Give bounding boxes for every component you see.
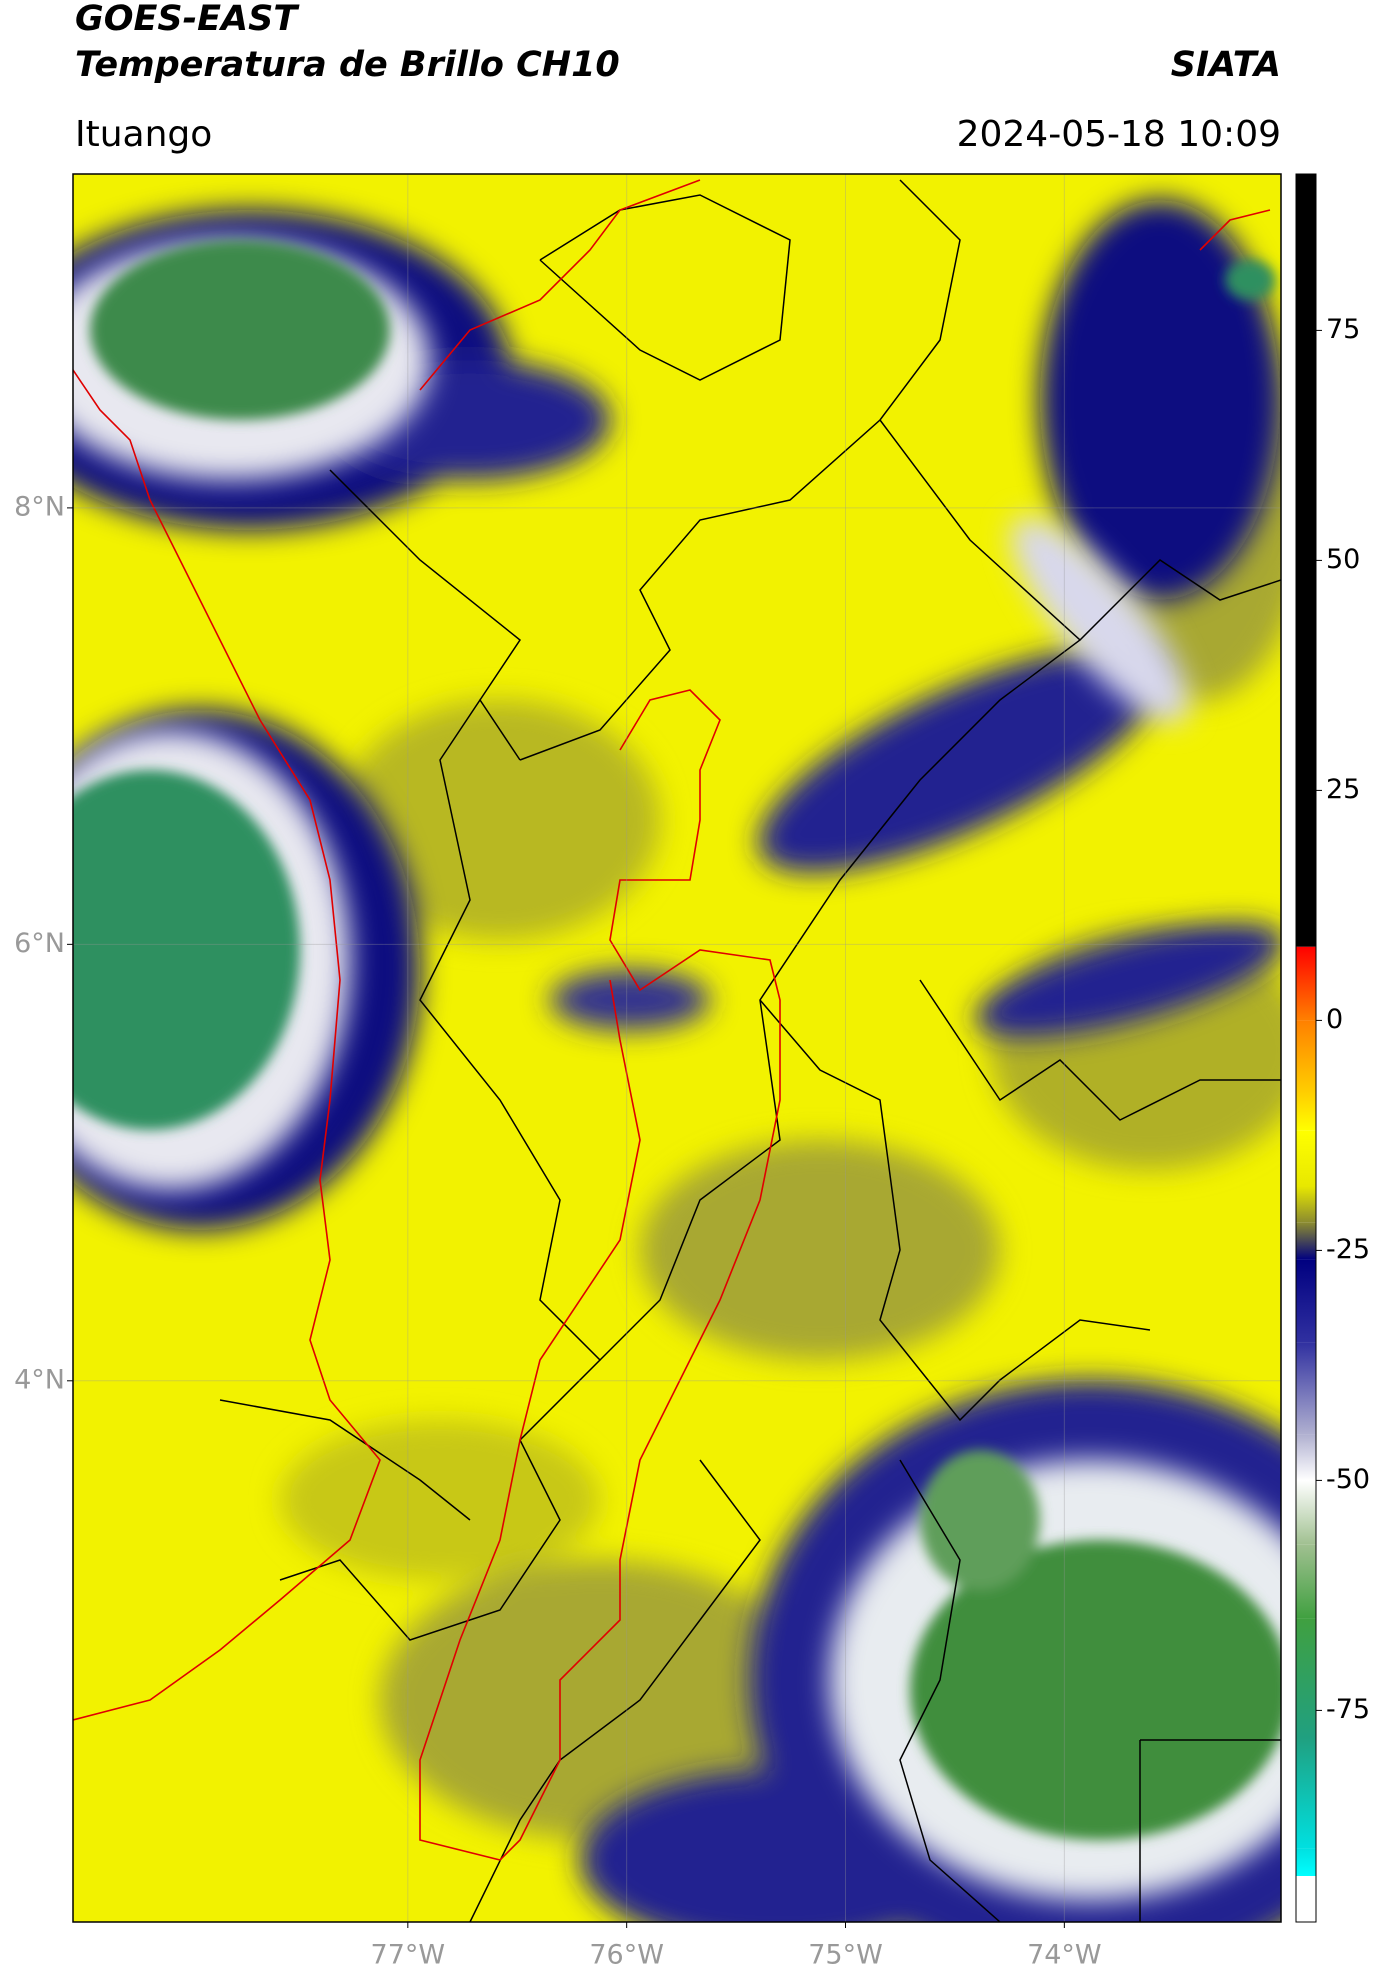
colorbar-tick-label: 50 (1326, 544, 1360, 575)
lat-tick-label: 8°N (14, 491, 65, 522)
colorbar-frame (1295, 173, 1317, 1923)
green-cloud (73, 240, 1281, 1840)
map-frame (72, 173, 1282, 1923)
colorbar-segment (1296, 1544, 1316, 1619)
colorbar-segment (1296, 1094, 1316, 1131)
colorbar-segment (1296, 1434, 1316, 1481)
subtitle: Temperatura de Brillo CH10 (75, 45, 620, 85)
colorbar-segment (1296, 1186, 1316, 1223)
satellite-image (73, 174, 1281, 1922)
colorbar-segment (1296, 1876, 1316, 1922)
colorbar-segment (1296, 1342, 1316, 1435)
colorbar-tick-label: -75 (1326, 1694, 1370, 1725)
colorbar-segment (1296, 1020, 1316, 1094)
colorbar-tick-label: -25 (1326, 1234, 1370, 1265)
colorbar-segment (1296, 1259, 1316, 1343)
colorbar-tick-label: 75 (1326, 314, 1360, 345)
colorbar-segment (1296, 1848, 1316, 1876)
lon-tick-label: 74°W (1027, 1940, 1102, 1971)
colorbar-tick-label: 0 (1326, 1004, 1343, 1035)
datetime: 2024-05-18 10:09 (957, 114, 1281, 155)
colorbar-segment (1296, 1222, 1316, 1260)
red-boundaries (73, 179, 1271, 1861)
brand: SIATA (1171, 45, 1281, 85)
borders (219, 179, 1281, 1922)
lat-tick-label: 4°N (14, 1364, 65, 1395)
title: GOES-EAST (75, 0, 300, 39)
colorbar-tick-label: -50 (1326, 1464, 1370, 1495)
colorbar-segment (1296, 1130, 1316, 1186)
colorbar-tick-label: 25 (1326, 774, 1360, 805)
colorbar-segment (1296, 174, 1316, 947)
colorbar-segment (1296, 1738, 1316, 1849)
lon-tick-label: 77°W (371, 1940, 446, 1971)
colorbar-segment (1296, 1480, 1316, 1545)
lon-tick-label: 76°W (589, 1940, 664, 1971)
region: Ituango (75, 114, 212, 155)
lat-tick-label: 6°N (14, 928, 65, 959)
colorbar-segment (1296, 1618, 1316, 1738)
lon-tick-label: 75°W (808, 1940, 883, 1971)
colorbar-segment (1296, 946, 1316, 1021)
